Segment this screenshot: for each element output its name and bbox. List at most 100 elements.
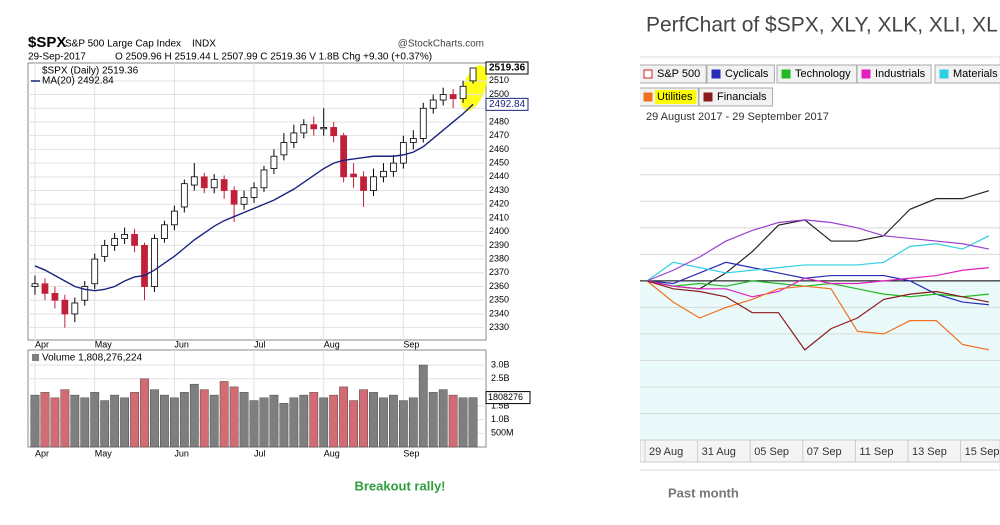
volume-bar [70, 394, 80, 448]
volume-bar [239, 392, 249, 448]
legend-item[interactable]: Financials [698, 87, 774, 107]
candle-body [419, 107, 427, 139]
volume-bar [379, 397, 388, 448]
y-tick-label: 2440 [489, 171, 509, 181]
series-line [646, 280, 990, 351]
legend-button [856, 64, 932, 84]
y-tick-label: 3.0B [491, 359, 510, 369]
volume-bar [319, 397, 329, 448]
series-line [646, 280, 990, 351]
candle-body [270, 155, 278, 169]
volume-bar [279, 403, 289, 448]
y-tick-label: 2340 [489, 308, 509, 318]
series-line [646, 280, 989, 298]
last-ma-box [485, 97, 529, 111]
volume-bar [448, 394, 458, 448]
ma-line [34, 103, 474, 292]
volume-bar [189, 383, 199, 448]
volume-bar [369, 392, 378, 448]
x-axis-strip [640, 439, 1000, 463]
candle-body [81, 286, 89, 301]
volume-bar [120, 397, 129, 448]
legend-item[interactable]: Technology [776, 64, 858, 84]
legend-ma: MA(20) 2492.84 [42, 76, 114, 87]
volume-bar [219, 381, 229, 448]
candle-body [290, 132, 298, 143]
exchange: INDX [192, 39, 216, 50]
x-tick-label: Jul [254, 448, 266, 458]
y-tick-label: 1.5B [491, 400, 510, 410]
candle-body [210, 179, 218, 189]
legend-item[interactable]: Materials [934, 64, 1000, 84]
perf-chart: 29 August 2017 - 29 September 2017 29 Aug… [639, 0, 1000, 471]
y-tick-label: 2.5B [491, 373, 510, 383]
legend-button [706, 64, 775, 84]
candle-body [360, 176, 367, 191]
candle-body [429, 99, 437, 109]
y-tick-label: 2510 [489, 75, 509, 85]
symbol: $SPX [28, 34, 66, 51]
x-tick-label: May [95, 339, 113, 349]
volume-bar [249, 400, 259, 448]
volume-bar [229, 386, 239, 448]
volume-bar [408, 397, 418, 448]
candle-body [71, 302, 79, 315]
volume-bar [289, 397, 299, 448]
y-tick-label: 2450 [489, 157, 509, 167]
volume-bar [150, 389, 159, 448]
volume-bar [458, 397, 468, 448]
series-line [646, 267, 989, 298]
y-tick-label: 2480 [489, 116, 509, 126]
legend-price: $SPX (Daily) 2519.36 [42, 66, 139, 77]
x-tick-label: Jun [174, 448, 189, 458]
last-price-box [485, 61, 529, 75]
candle-body [390, 162, 397, 172]
y-tick-label: 2330 [489, 322, 509, 332]
y-tick-label: 2350 [489, 295, 509, 305]
legend-item[interactable]: Utilities [639, 87, 699, 107]
index-name: S&P 500 Large Cap Index [65, 39, 181, 50]
y-tick-label: 2380 [489, 253, 509, 263]
candle-body [141, 244, 148, 287]
last-ma-label: 2492.84 [489, 99, 526, 110]
legend-label: Utilities [657, 91, 693, 103]
candle-body [121, 234, 128, 239]
volume-bar [100, 400, 110, 448]
y-tick-label: 2460 [489, 144, 509, 154]
x-tick-label: 15 Sep [965, 446, 1000, 458]
candle-body [300, 124, 308, 134]
candle-body [409, 138, 417, 143]
volume-bar [269, 394, 279, 448]
x-tick-label: 29 Aug [649, 446, 683, 458]
candle-body [31, 283, 39, 287]
candle-body [350, 173, 357, 178]
x-tick-label: Apr [35, 339, 49, 349]
y-tick-label: 500M [491, 428, 514, 438]
x-tick-label: 31 Aug [702, 446, 736, 458]
legend-label: S&P 500 [657, 68, 700, 80]
perf-title: PerfChart of $SPX, XLY, XLK, XLI, XL [646, 14, 998, 37]
volume-bar [389, 394, 398, 448]
volume-bar [259, 397, 269, 448]
y-tick-label: 2360 [489, 281, 509, 291]
x-tick-label: May [95, 448, 113, 458]
candle-body [240, 196, 248, 205]
candle-body [230, 190, 238, 205]
legend-item[interactable]: Industrials [856, 64, 932, 84]
legend-button [640, 64, 707, 84]
volume-bar [60, 389, 70, 448]
legend-swatch [703, 92, 713, 102]
legend-label: Technology [795, 68, 851, 80]
legend-button [698, 87, 774, 107]
candle-body [340, 135, 348, 178]
candle-body [439, 94, 447, 101]
legend-item[interactable]: Cyclicals [706, 64, 775, 84]
x-tick-label: Jul [254, 339, 266, 349]
candle-body [41, 283, 49, 294]
legend-item[interactable]: S&P 500 [639, 64, 707, 84]
x-tick-label: 13 Sep [912, 446, 947, 458]
x-tick-label: Sep [403, 448, 419, 458]
volume-bar [50, 397, 60, 448]
legend-swatch [939, 69, 949, 79]
